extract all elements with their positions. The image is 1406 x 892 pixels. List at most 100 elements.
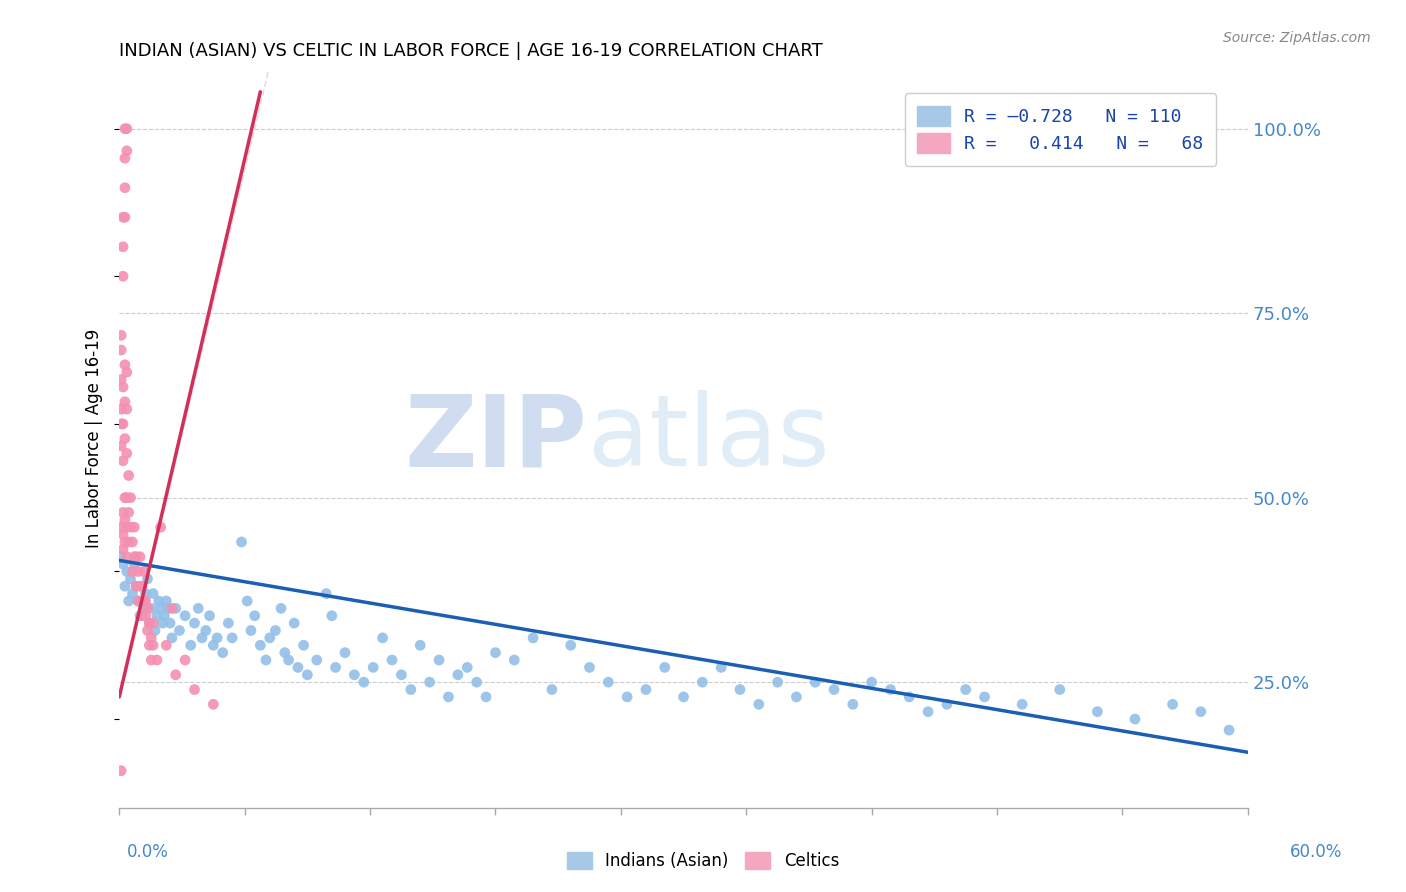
- Point: [202, 638, 225, 652]
- Point: [541, 682, 564, 697]
- Point: [419, 675, 441, 690]
- Point: [456, 660, 478, 674]
- Point: [259, 631, 281, 645]
- Point: [305, 653, 328, 667]
- Point: [155, 594, 177, 608]
- Point: [115, 565, 138, 579]
- Point: [217, 616, 239, 631]
- Point: [112, 417, 135, 431]
- Point: [243, 608, 266, 623]
- Point: [120, 491, 142, 505]
- Point: [132, 601, 155, 615]
- Point: [174, 608, 197, 623]
- Point: [114, 151, 136, 165]
- Point: [132, 565, 155, 579]
- Point: [353, 675, 375, 690]
- Point: [112, 380, 135, 394]
- Point: [112, 269, 135, 284]
- Point: [131, 594, 153, 608]
- Point: [115, 520, 138, 534]
- Text: Source: ZipAtlas.com: Source: ZipAtlas.com: [1223, 31, 1371, 45]
- Point: [124, 557, 146, 571]
- Point: [522, 631, 544, 645]
- Point: [160, 631, 183, 645]
- Point: [127, 594, 149, 608]
- Point: [120, 572, 142, 586]
- Point: [361, 660, 384, 674]
- Point: [115, 491, 138, 505]
- Point: [138, 616, 160, 631]
- Point: [785, 690, 807, 704]
- Point: [917, 705, 939, 719]
- Point: [292, 638, 315, 652]
- Point: [183, 682, 205, 697]
- Point: [842, 698, 865, 712]
- Point: [121, 586, 143, 600]
- Point: [315, 586, 337, 600]
- Point: [277, 653, 299, 667]
- Point: [264, 624, 287, 638]
- Point: [202, 698, 225, 712]
- Point: [114, 513, 136, 527]
- Point: [447, 667, 470, 681]
- Point: [152, 616, 174, 631]
- Point: [118, 594, 141, 608]
- Point: [1123, 712, 1146, 726]
- Point: [191, 631, 214, 645]
- Point: [399, 682, 422, 697]
- Point: [115, 402, 138, 417]
- Point: [1189, 705, 1212, 719]
- Point: [146, 653, 169, 667]
- Point: [118, 505, 141, 519]
- Point: [710, 660, 733, 674]
- Point: [114, 121, 136, 136]
- Point: [231, 535, 253, 549]
- Point: [1085, 705, 1108, 719]
- Text: INDIAN (ASIAN) VS CELTIC IN LABOR FORCE | AGE 16-19 CORRELATION CHART: INDIAN (ASIAN) VS CELTIC IN LABOR FORCE …: [120, 42, 823, 60]
- Point: [118, 535, 141, 549]
- Point: [121, 535, 143, 549]
- Point: [297, 667, 319, 681]
- Point: [484, 646, 506, 660]
- Point: [465, 675, 488, 690]
- Point: [136, 572, 159, 586]
- Point: [728, 682, 751, 697]
- Point: [270, 601, 292, 615]
- Point: [198, 608, 221, 623]
- Point: [124, 549, 146, 564]
- Point: [159, 616, 181, 631]
- Point: [110, 764, 132, 778]
- Point: [135, 608, 157, 623]
- Point: [437, 690, 460, 704]
- Point: [141, 653, 163, 667]
- Point: [124, 520, 146, 534]
- Point: [114, 535, 136, 549]
- Point: [110, 520, 132, 534]
- Point: [1049, 682, 1071, 697]
- Point: [287, 660, 309, 674]
- Point: [804, 675, 827, 690]
- Legend: Indians (Asian), Celtics: Indians (Asian), Celtics: [561, 845, 845, 877]
- Point: [427, 653, 450, 667]
- Point: [381, 653, 404, 667]
- Point: [110, 549, 132, 564]
- Point: [165, 601, 187, 615]
- Point: [110, 402, 132, 417]
- Point: [110, 343, 132, 357]
- Point: [112, 542, 135, 557]
- Point: [955, 682, 977, 697]
- Point: [115, 549, 138, 564]
- Point: [115, 144, 138, 158]
- Point: [114, 579, 136, 593]
- Point: [115, 121, 138, 136]
- Point: [409, 638, 432, 652]
- Text: 0.0%: 0.0%: [127, 843, 169, 861]
- Point: [142, 616, 165, 631]
- Point: [142, 586, 165, 600]
- Point: [112, 557, 135, 571]
- Point: [860, 675, 883, 690]
- Point: [138, 616, 160, 631]
- Point: [503, 653, 526, 667]
- Point: [129, 608, 152, 623]
- Point: [148, 594, 170, 608]
